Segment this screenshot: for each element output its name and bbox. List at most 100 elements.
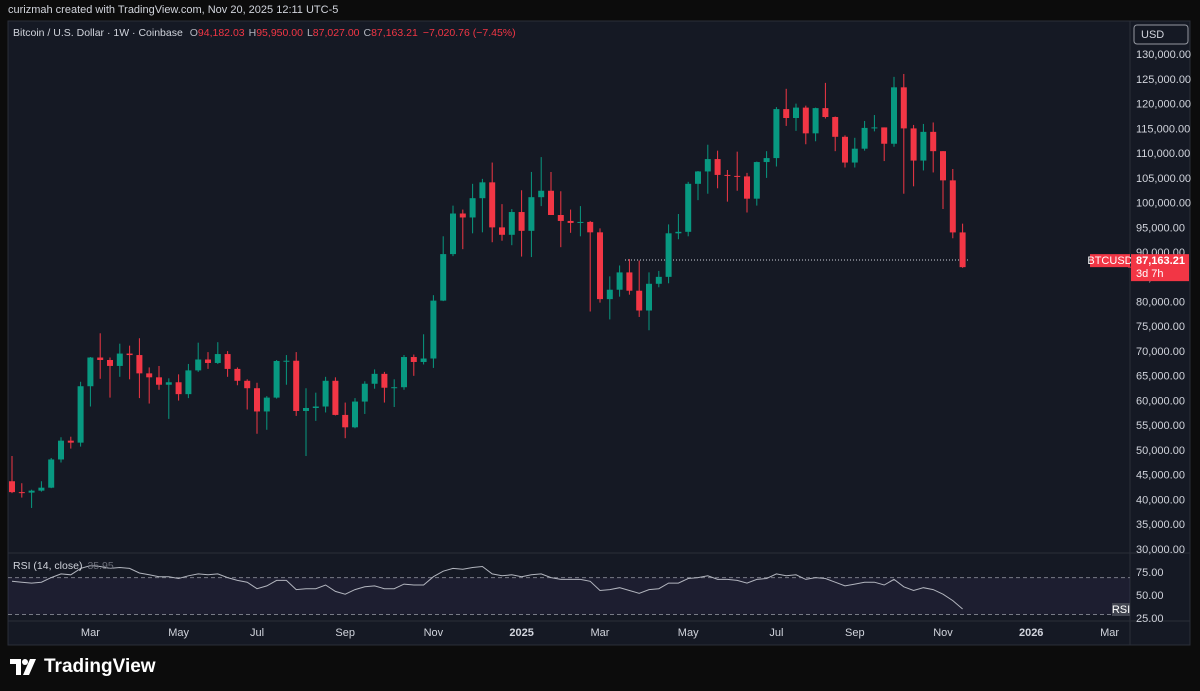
candle-body <box>597 232 603 300</box>
y-tick-label: 100,000.00 <box>1136 198 1191 210</box>
candle-body <box>469 198 476 218</box>
candle-body <box>753 162 760 199</box>
candle-body <box>361 383 368 402</box>
symbol-legend: Bitcoin / U.S. Dollar · 1W · Coinbase O9… <box>13 27 516 39</box>
x-tick-label: Sep <box>845 627 865 639</box>
candle-body <box>283 360 290 362</box>
candle-body <box>793 107 799 119</box>
currency: USD <box>1141 29 1164 41</box>
candle-body <box>185 370 192 395</box>
candle-body <box>440 254 447 301</box>
candle-body <box>587 221 594 233</box>
candle-body <box>744 176 750 199</box>
ohlc-key: L <box>306 27 313 39</box>
candle-body <box>665 233 672 277</box>
candle-body <box>930 131 937 152</box>
candle-body <box>900 87 907 129</box>
candle-body <box>891 87 897 144</box>
candle-body <box>381 373 388 388</box>
rsi-badge-box <box>1112 603 1130 616</box>
candle-body <box>58 440 64 460</box>
candle-body <box>342 414 349 428</box>
candle-body <box>851 148 858 163</box>
candle-body <box>205 359 211 363</box>
candle-body <box>214 354 221 363</box>
change: −7,020.76 (−7.45%) <box>422 27 516 39</box>
candle-body <box>704 159 711 172</box>
candle-body <box>675 231 682 234</box>
candle-body <box>165 382 172 385</box>
candle-body <box>401 357 407 388</box>
y-tick-label: 75,000.00 <box>1136 321 1185 333</box>
countdown: 3d 7h <box>1136 268 1164 280</box>
last-price-label: 87,163.21 <box>1136 255 1185 267</box>
x-tick-label: May <box>678 627 699 639</box>
ohlc-value: 94,182.03 <box>197 27 245 39</box>
candle-body <box>724 174 731 176</box>
candle-body <box>783 109 790 119</box>
ohlc-key: C <box>363 27 372 39</box>
y-tick-label: 40,000.00 <box>1136 494 1185 506</box>
candle-body <box>489 182 496 228</box>
candle-body <box>195 359 202 371</box>
candle-body <box>802 107 809 134</box>
y-tick-label: 35,000.00 <box>1136 519 1185 531</box>
candle-body <box>557 215 564 221</box>
candle-body <box>812 108 819 134</box>
y-tick-label: 60,000.00 <box>1136 395 1185 407</box>
candle-body <box>920 131 927 161</box>
candle-body <box>773 109 780 159</box>
y-tick-label: 80,000.00 <box>1136 296 1185 308</box>
x-tick-label: 2025 <box>509 627 533 639</box>
candle-body <box>293 360 300 411</box>
candle-body <box>273 360 280 398</box>
candle-body <box>606 289 613 300</box>
y-tick-label: 95,000.00 <box>1136 222 1185 234</box>
y-tick-label: 120,000.00 <box>1136 99 1191 111</box>
candle-body <box>312 406 319 409</box>
candle-body <box>959 232 966 268</box>
candle-body <box>871 127 878 129</box>
rsi-tick-label: 50.00 <box>1136 590 1164 602</box>
candle-body <box>234 368 241 381</box>
candle-body <box>371 373 378 384</box>
logo-icon <box>10 659 36 675</box>
candle-body <box>254 388 260 412</box>
y-tick-label: 70,000.00 <box>1136 346 1185 358</box>
ohlc-value: 87,163.21 <box>371 27 418 39</box>
candle-body <box>528 197 535 231</box>
candle-body <box>352 401 358 428</box>
candle-body <box>577 221 584 223</box>
x-tick-label: Mar <box>1100 627 1119 639</box>
y-tick-label: 105,000.00 <box>1136 173 1191 185</box>
rsi-line <box>11 565 963 610</box>
candle-body <box>38 487 45 491</box>
candle-body <box>332 380 339 415</box>
symbol-label: BTCUSD <box>1087 255 1132 267</box>
y-tick-label: 125,000.00 <box>1136 74 1191 86</box>
y-tick-label: 65,000.00 <box>1136 371 1185 383</box>
symbol-title: Bitcoin / U.S. Dollar · 1W · Coinbase <box>13 27 183 39</box>
candle-body <box>763 158 770 163</box>
logo-text: TradingView <box>44 656 156 677</box>
candle-body <box>861 127 868 149</box>
rsi-tick-label: 25.00 <box>1136 613 1164 625</box>
x-tick-label: Mar <box>591 627 610 639</box>
candle-body <box>538 190 545 198</box>
candle-body <box>244 380 251 389</box>
candle-body <box>949 180 956 233</box>
x-tick-label: Sep <box>335 627 355 639</box>
y-tick-label: 115,000.00 <box>1136 123 1190 135</box>
candle-body <box>714 159 721 175</box>
candle-body <box>136 355 143 374</box>
candle-body <box>67 440 74 443</box>
candle-body <box>636 290 643 311</box>
rsi-legend: RSI (14, close) 35.95 <box>13 560 114 572</box>
candle-body <box>126 353 133 356</box>
candle-body <box>459 213 466 218</box>
currency-box[interactable] <box>1133 24 1189 45</box>
ohlc-key: O <box>189 27 198 39</box>
y-tick-label: 50,000.00 <box>1136 445 1185 457</box>
